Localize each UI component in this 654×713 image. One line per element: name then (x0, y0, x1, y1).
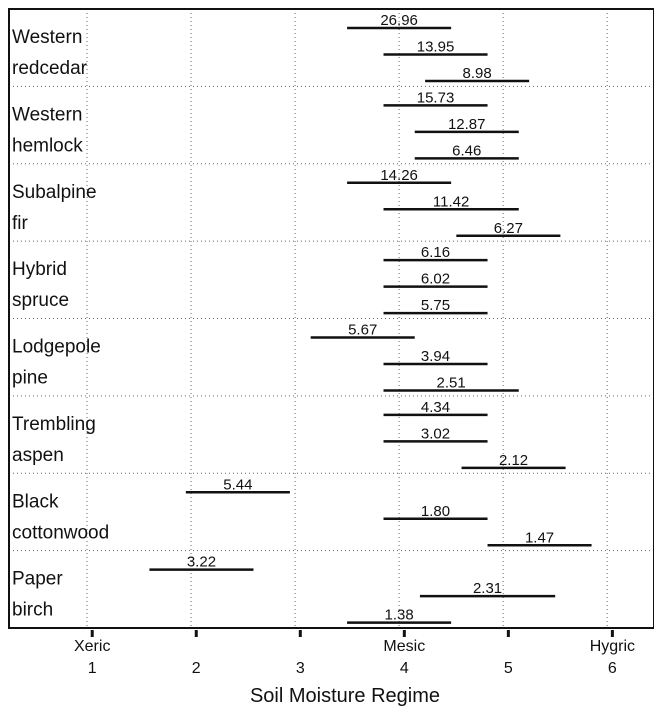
x-tick-label: 5 (504, 660, 513, 677)
species-label: Subalpine fir (12, 182, 97, 234)
bar-value-label: 13.95 (417, 39, 455, 56)
x-tick-word: Xeric (74, 638, 110, 655)
species-label-line: aspen (12, 445, 64, 466)
bar-value-label: 2.31 (473, 580, 502, 597)
x-tick-label: 2 (192, 660, 201, 677)
species-group: Trembling aspen 4.34 3.02 2.12 (9, 395, 654, 470)
species-group: Subalpine fir 14.26 11.42 6.27 (9, 163, 654, 238)
bar-value-label: 3.02 (421, 425, 450, 442)
species-label-line: Lodgepole (12, 337, 101, 358)
plot-frame (8, 8, 654, 629)
x-tick (298, 630, 302, 637)
species-label: Hybrid spruce (12, 259, 69, 311)
x-tick (402, 630, 406, 637)
x-tick (194, 630, 198, 637)
bar-value-label: 5.67 (348, 322, 377, 339)
x-axis-title: Soil Moisture Regime (250, 685, 440, 707)
bar-value-label: 3.94 (421, 348, 450, 365)
bar-value-label: 6.27 (494, 220, 523, 237)
x-tick (90, 630, 94, 637)
species-label-line: Subalpine (12, 182, 97, 203)
x-tick-label: 6 (608, 660, 617, 677)
species-group: Black cottonwood 5.44 1.80 1.47 (9, 472, 654, 547)
species-group: Paper birch 3.22 2.31 1.38 (9, 550, 654, 624)
species-label-line: Black (12, 491, 59, 512)
species-label-line: hemlock (12, 135, 83, 156)
species-groups: Western redcedar 26.96 13.95 8.98 Western heml… (9, 12, 654, 624)
species-label-line: Trembling (12, 414, 96, 435)
species-label-line: birch (12, 600, 53, 621)
species-label: Lodgepole pine (12, 337, 101, 389)
species-label-line: cottonwood (12, 522, 109, 543)
x-tick-label: 3 (296, 660, 305, 677)
bar-value-label: 2.12 (499, 452, 528, 469)
bar-value-label: 11.42 (433, 193, 469, 210)
x-tick (506, 630, 510, 637)
x-tick-label: 1 (88, 660, 97, 677)
x-tick-label: 4 (400, 660, 409, 677)
species-label: Trembling aspen (12, 414, 96, 466)
bar-value-label: 6.16 (421, 244, 450, 261)
bar-value-label: 3.22 (187, 554, 216, 571)
species-label-line: spruce (12, 290, 69, 311)
species-label-line: Western (12, 27, 82, 48)
species-label-line: Hybrid (12, 259, 67, 280)
species-group: Lodgepole pine 5.67 3.94 2.51 (9, 318, 654, 392)
species-label-line: fir (12, 213, 29, 234)
species-label: Paper birch (12, 569, 63, 621)
species-label: Western redcedar (12, 27, 88, 79)
bar-value-label: 6.46 (452, 142, 481, 159)
bar-value-label: 15.73 (417, 89, 455, 106)
species-label-line: pine (12, 368, 48, 389)
species-group: Hybrid spruce 6.16 6.02 5.75 (9, 240, 654, 315)
species-group: Western hemlock 15.73 12.87 6.46 (9, 85, 654, 160)
bar-value-label: 14.26 (380, 167, 418, 184)
species-label: Black cottonwood (12, 491, 109, 543)
species-label-line: Paper (12, 569, 63, 590)
species-group: Western redcedar 26.96 13.95 8.98 (12, 12, 530, 83)
bar-value-label: 26.96 (380, 12, 418, 29)
bar-value-label: 5.44 (223, 476, 252, 493)
species-label-line: redcedar (12, 58, 88, 79)
bar-value-label: 12.87 (448, 116, 486, 133)
bar-value-label: 5.75 (421, 297, 450, 314)
bar-value-label: 4.34 (421, 399, 450, 416)
bar-value-label: 1.47 (525, 529, 554, 546)
species-label-line: Western (12, 104, 82, 125)
x-tick (610, 630, 614, 637)
bar-value-label: 2.51 (437, 375, 466, 392)
bar-value-label: 1.80 (421, 503, 450, 520)
bar-value-label: 1.38 (385, 607, 414, 624)
bar-value-label: 6.02 (421, 271, 450, 288)
species-label: Western hemlock (12, 104, 83, 156)
x-tick-word: Mesic (383, 638, 425, 655)
bar-value-label: 8.98 (463, 65, 492, 82)
x-axis: Xeric 1 2 3 Mesic 4 5 Hygric 6 (74, 630, 635, 677)
x-tick-word: Hygric (590, 638, 635, 655)
